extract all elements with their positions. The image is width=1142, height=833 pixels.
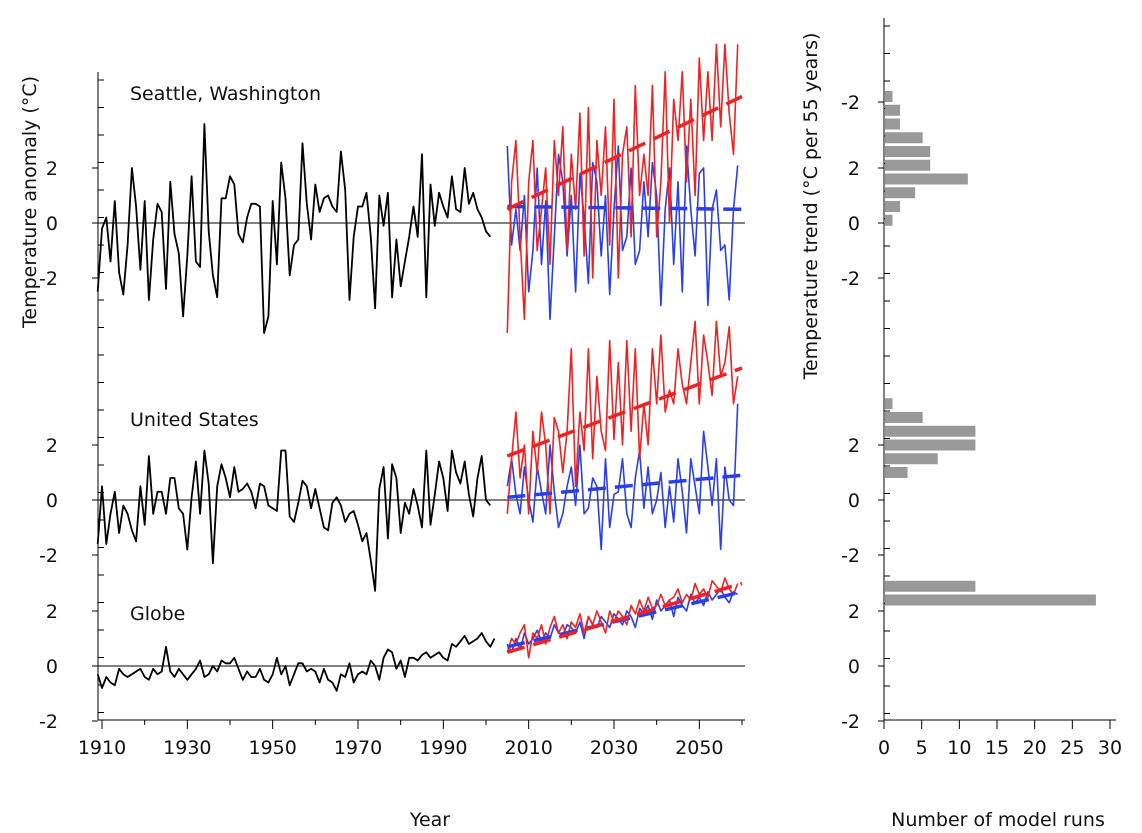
main-chart-marks bbox=[96, 43, 743, 692]
x-tick-label: 1910 bbox=[78, 737, 126, 759]
red-projection-line bbox=[506, 43, 739, 334]
histogram-bar bbox=[885, 594, 1096, 606]
y-tick-label: -2 bbox=[39, 711, 58, 733]
histogram-bar bbox=[885, 201, 901, 212]
histogram-bar bbox=[885, 104, 901, 116]
histogram-y-axis-title: Temperature trend (°C per 55 years) bbox=[800, 33, 822, 381]
blue-projection-line bbox=[506, 145, 739, 321]
y-tick-label: -2 bbox=[39, 545, 58, 567]
y-tick-label: 2 bbox=[46, 435, 58, 457]
x-tick-label: 2010 bbox=[504, 737, 552, 759]
blue-projection-line bbox=[506, 403, 739, 551]
temperature-anomaly-chart: 1910 1930 1950 1970 1990 2010 2030 2050 2 0 -2 Seat… bbox=[39, 43, 745, 759]
main-y-axis-title: Temperature anomaly (°C) bbox=[19, 76, 41, 329]
x-tick-label: 1950 bbox=[248, 737, 296, 759]
histogram-bar bbox=[885, 146, 931, 157]
y-tick-label: 0 bbox=[46, 656, 58, 678]
y-tick-label: 2 bbox=[46, 158, 58, 180]
histogram-bar bbox=[885, 412, 923, 423]
histogram-y-tick-label: 2 bbox=[848, 601, 860, 623]
histogram-bar bbox=[885, 132, 923, 144]
histogram-bar bbox=[885, 398, 893, 410]
histogram-x-tick-label: 0 bbox=[878, 737, 890, 759]
y-tick-label: 2 bbox=[46, 601, 58, 623]
main-axes bbox=[92, 72, 745, 729]
main-chart-labels: 1910 1930 1950 1970 1990 2010 2030 2050 2 0 -2 Seat… bbox=[39, 83, 723, 759]
histogram-bar bbox=[885, 118, 901, 130]
y-tick-label: 0 bbox=[46, 213, 58, 235]
x-tick-label: 1970 bbox=[334, 737, 382, 759]
histogram-y-tick-label: 0 bbox=[848, 213, 860, 235]
x-tick-label: 2030 bbox=[590, 737, 638, 759]
observed-series-line bbox=[96, 449, 492, 592]
blue-trend-line bbox=[507, 204, 743, 212]
histogram-bar bbox=[885, 425, 976, 437]
histogram-x-tick-label: 30 bbox=[1098, 737, 1122, 759]
histogram-bar bbox=[885, 159, 931, 171]
histogram-bar bbox=[885, 439, 976, 451]
x-tick-label: 1930 bbox=[163, 737, 211, 759]
histogram-labels: 0 5 10 15 20 25 30-220-220-220-2 bbox=[841, 92, 1122, 759]
x-tick-label: 1990 bbox=[419, 737, 467, 759]
histogram-x-tick-label: 15 bbox=[985, 737, 1009, 759]
histogram-bar bbox=[885, 173, 968, 185]
histogram-y-tick-label: 2 bbox=[848, 435, 860, 457]
red-projection-line bbox=[506, 320, 739, 515]
histogram-y-tick-label: -2 bbox=[841, 268, 860, 290]
histogram-y-tick-label: 0 bbox=[848, 656, 860, 678]
histogram-bar bbox=[885, 214, 893, 226]
panel-label: United States bbox=[130, 409, 259, 431]
histogram-bar bbox=[885, 187, 916, 199]
histogram-x-tick-label: 5 bbox=[916, 737, 928, 759]
trend-histogram-chart: 0 5 10 15 20 25 30-220-220-220-2 bbox=[841, 18, 1122, 759]
main-x-axis-title: Year bbox=[409, 809, 450, 831]
histogram-bar bbox=[885, 467, 908, 478]
histogram-y-tick-label: -2 bbox=[841, 545, 860, 567]
panel-label: Seattle, Washington bbox=[130, 83, 321, 105]
histogram-bars bbox=[885, 91, 1096, 606]
y-tick-label: 0 bbox=[46, 490, 58, 512]
panel-label: Globe bbox=[130, 603, 185, 625]
observed-series-line bbox=[96, 123, 492, 334]
red-trend-line bbox=[506, 581, 743, 654]
x-tick-label: 2050 bbox=[675, 737, 723, 759]
red-trend-line bbox=[506, 94, 743, 211]
histogram-y-tick-label: -2 bbox=[841, 711, 860, 733]
histogram-y-tick-label: 2 bbox=[848, 158, 860, 180]
histogram-y-tick-label: 0 bbox=[848, 490, 860, 512]
red-trend-line bbox=[506, 366, 743, 458]
histogram-x-tick-label: 10 bbox=[947, 737, 971, 759]
histogram-axes bbox=[878, 18, 1116, 729]
y-tick-label: -2 bbox=[39, 268, 58, 290]
histogram-bar bbox=[885, 580, 976, 592]
histogram-x-tick-label: 20 bbox=[1023, 737, 1047, 759]
histogram-bar bbox=[885, 91, 893, 102]
histogram-x-axis-title: Number of model runs bbox=[891, 809, 1105, 831]
histogram-bar bbox=[885, 453, 938, 465]
blue-trend-line bbox=[507, 473, 743, 500]
histogram-y-tick-label: -2 bbox=[841, 92, 860, 114]
histogram-x-tick-label: 25 bbox=[1060, 737, 1084, 759]
observed-series-line bbox=[96, 632, 496, 692]
